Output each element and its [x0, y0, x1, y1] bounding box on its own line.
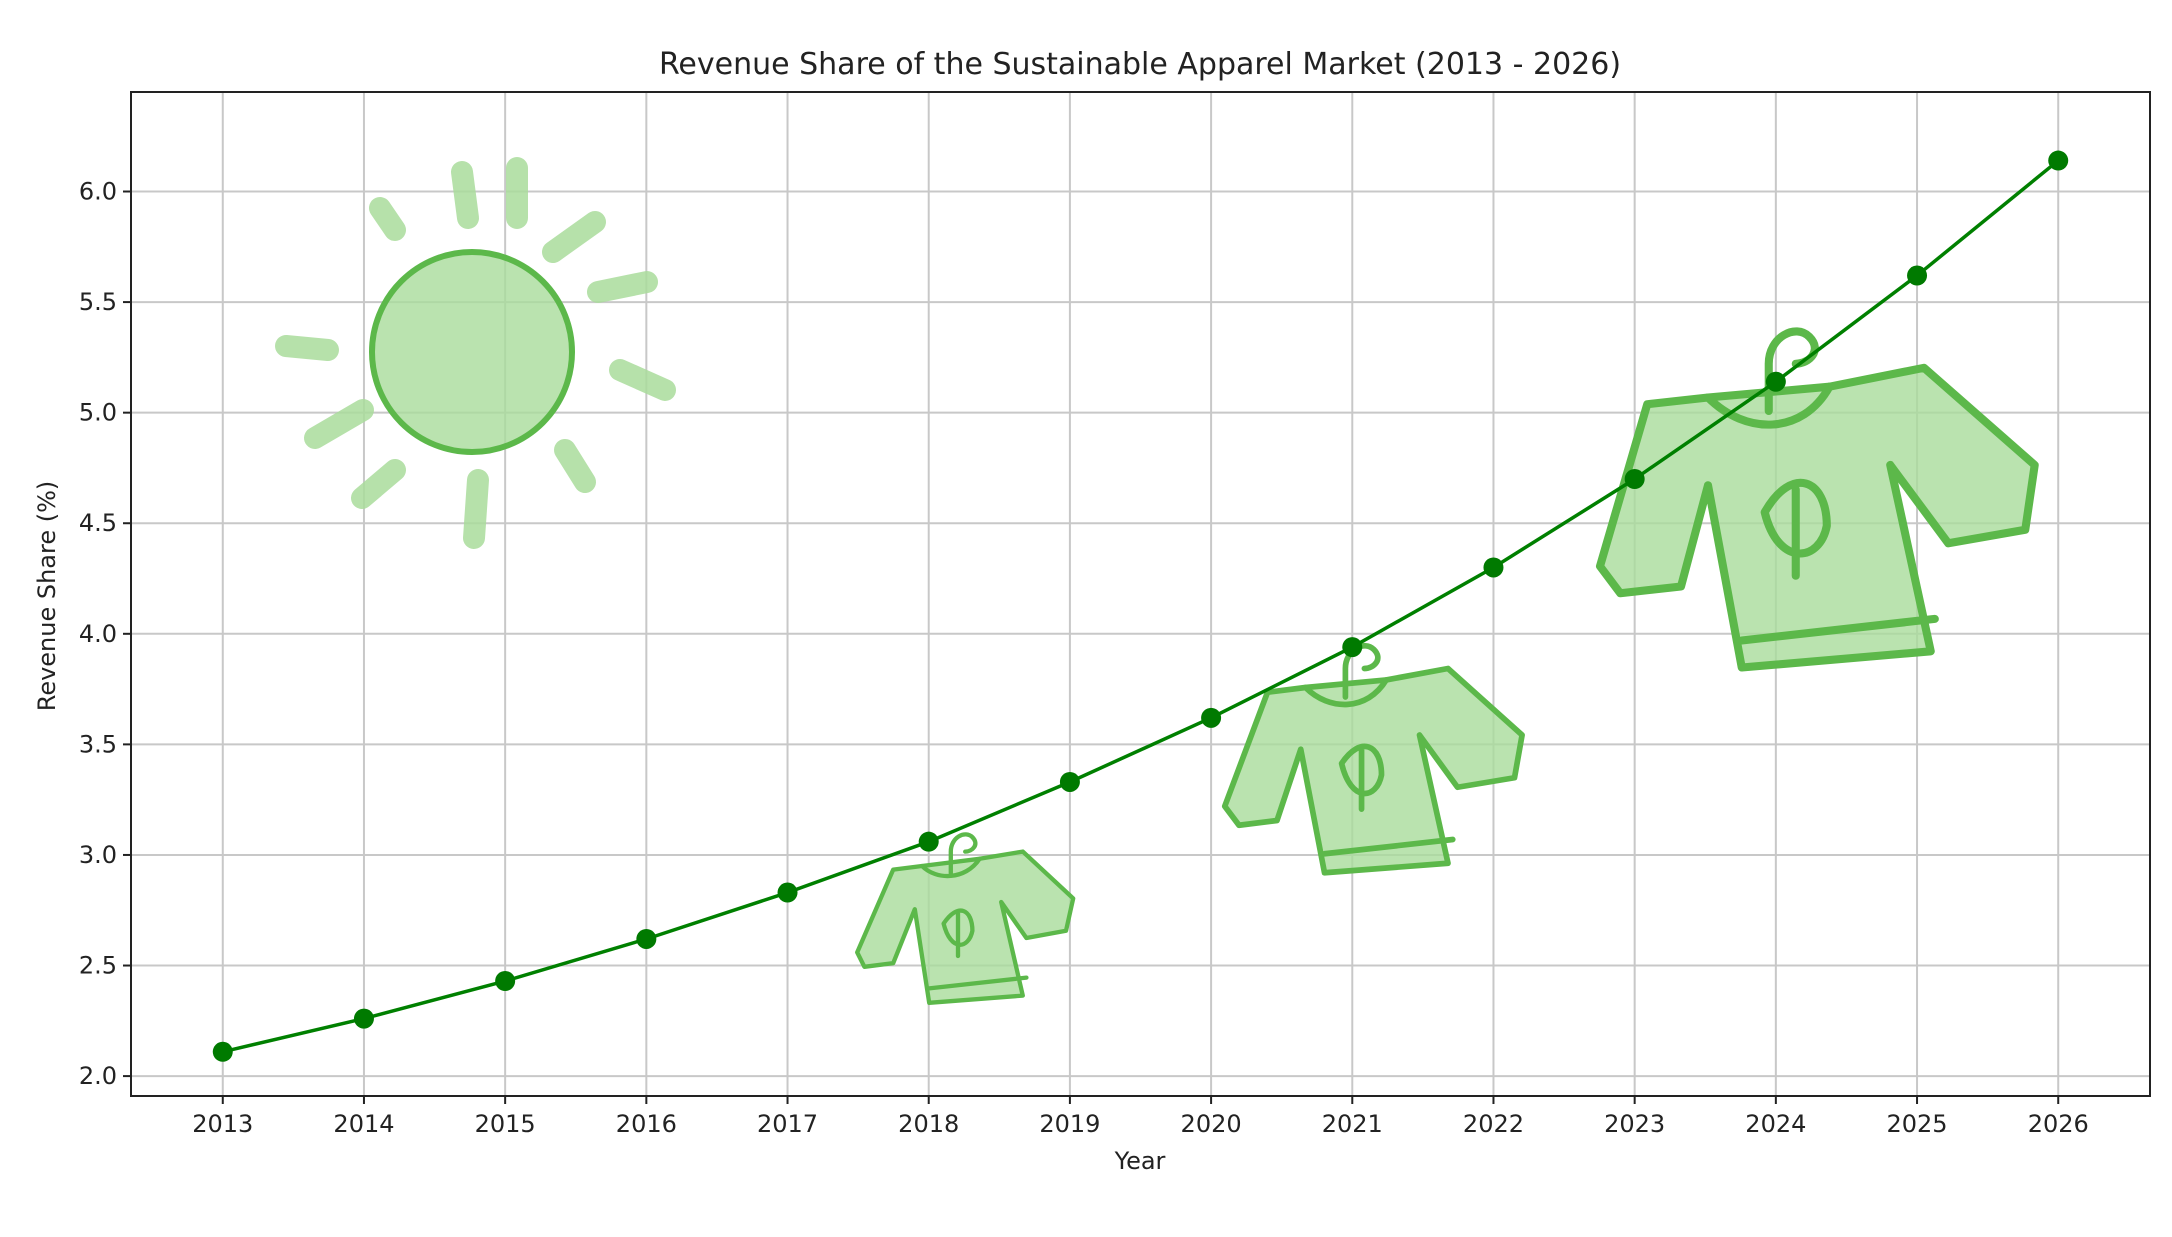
data-point: [1342, 637, 1363, 658]
data-point: [918, 831, 939, 852]
x-tick-label: 2021: [1322, 1110, 1383, 1138]
sweater-small-icon: [855, 832, 1076, 1005]
y-tick-label: 5.5: [79, 288, 117, 316]
x-tick-label: 2016: [616, 1110, 677, 1138]
data-point: [1483, 557, 1504, 578]
sweater-medium-icon: [1221, 642, 1525, 876]
x-tick-label: 2018: [898, 1110, 959, 1138]
y-tick-label: 2.5: [79, 952, 117, 980]
series-line: [222, 159, 2060, 1054]
y-tick-label: 3.5: [79, 730, 117, 758]
x-tick-label: 2023: [1604, 1110, 1665, 1138]
x-tick-label: 2020: [1181, 1110, 1242, 1138]
tick-group: 2013 2014 2015 2016 2017 2018 2019 2020 2021 2022…: [79, 178, 2089, 1138]
y-tick-label: 2.0: [79, 1062, 117, 1090]
data-point: [2048, 150, 2069, 171]
chart-title: Revenue Share of the Sustainable Apparel…: [659, 47, 1621, 82]
y-axis-label: Revenue Share (%): [33, 481, 61, 712]
x-tick-label: 2014: [333, 1110, 394, 1138]
x-tick-label: 2017: [757, 1110, 818, 1138]
sun-icon: [275, 157, 676, 549]
data-point: [495, 971, 516, 992]
x-tick-label: 2026: [2028, 1110, 2089, 1138]
data-point: [1907, 265, 1928, 286]
x-tick-label: 2025: [1886, 1110, 1947, 1138]
data-point: [1201, 707, 1222, 728]
y-tick-label: 4.0: [79, 620, 117, 648]
x-axis-label: Year: [1114, 1147, 1166, 1175]
y-tick-label: 6.0: [79, 178, 117, 206]
data-point: [1059, 771, 1080, 792]
series-group: [222, 159, 2060, 1054]
x-tick-label: 2019: [1039, 1110, 1100, 1138]
x-tick-label: 2024: [1745, 1110, 1806, 1138]
y-tick-label: 5.0: [79, 399, 117, 427]
x-tick-label: 2022: [1463, 1110, 1524, 1138]
marker-group: [212, 150, 2069, 1062]
data-point: [353, 1008, 374, 1029]
data-point: [777, 882, 798, 903]
data-point: [636, 928, 657, 949]
x-tick-label: 2015: [475, 1110, 536, 1138]
x-tick-label: 2013: [192, 1110, 253, 1138]
y-tick-label: 3.0: [79, 841, 117, 869]
sweater-large-icon: [1595, 327, 2039, 672]
y-tick-label: 4.5: [79, 509, 117, 537]
data-point: [212, 1041, 233, 1062]
data-point: [1765, 371, 1786, 392]
plot-frame: [130, 91, 2151, 1097]
data-point: [1624, 469, 1645, 490]
